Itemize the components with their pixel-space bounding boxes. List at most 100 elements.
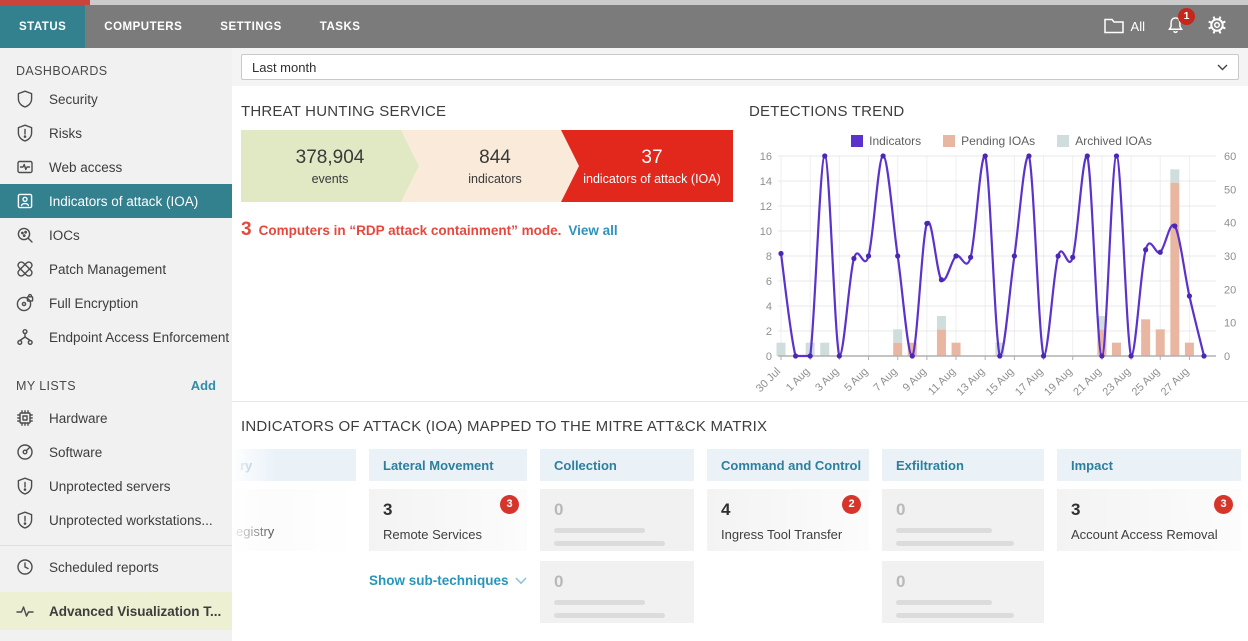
technique-name: Account Access Removal xyxy=(1071,527,1218,542)
nav-tab-status[interactable]: STATUS xyxy=(0,5,86,48)
sidebar-item-unprotected-workstations[interactable]: Unprotected workstations... xyxy=(0,503,232,537)
technique-badge: 3 xyxy=(1214,495,1233,514)
sidebar-item-iocs[interactable]: IOCs xyxy=(0,218,232,252)
threat-hunting-funnel: 378,904 events 844 indicators 37 indicat… xyxy=(241,130,733,202)
technique-count: 4 xyxy=(721,500,731,519)
empty-count: 0 xyxy=(896,572,906,591)
indicators-label: indicators xyxy=(468,171,522,186)
svg-text:5 Aug: 5 Aug xyxy=(842,366,870,394)
sidebar-item-web-access[interactable]: Web access xyxy=(0,150,232,184)
legend-label: Indicators xyxy=(869,134,922,148)
mitre-column-impact: Impact 3 Account Access Removal 3 xyxy=(1057,449,1241,623)
mitre-partial-cell[interactable]: egistry xyxy=(232,489,356,551)
detections-trend-panel: DETECTIONS TREND Indicators Pending IOAs A… xyxy=(735,86,1248,401)
sidebar-item-full-encryption[interactable]: Full Encryption xyxy=(0,286,232,320)
folder-filter[interactable]: All xyxy=(1103,16,1145,37)
nav-tabs: STATUS COMPUTERS SETTINGS TASKS xyxy=(0,5,1103,48)
empty-count: 0 xyxy=(554,572,564,591)
sidebar-item-unprotected-servers[interactable]: Unprotected servers xyxy=(0,469,232,503)
mitre-column-exfiltration: Exfiltration 0 0 xyxy=(882,449,1044,623)
technique-name: Remote Services xyxy=(383,527,482,542)
date-range-select[interactable]: Last month xyxy=(241,54,1239,80)
mitre-partial-header[interactable]: ry xyxy=(232,449,356,481)
chart-legend: Indicators Pending IOAs Archived IOAs xyxy=(749,134,1248,148)
svg-text:13 Aug: 13 Aug xyxy=(955,366,988,399)
mitre-technique-cell[interactable]: 4 Ingress Tool Transfer 2 xyxy=(707,489,869,551)
svg-text:4: 4 xyxy=(766,301,772,313)
funnel-indicators-segment[interactable]: 844 indicators xyxy=(401,130,579,202)
events-count: 378,904 xyxy=(295,146,365,168)
nav-tab-tasks[interactable]: TASKS xyxy=(319,20,361,33)
sidebar-item-security[interactable]: Security xyxy=(0,82,232,116)
mitre-column-header[interactable]: Exfiltration xyxy=(882,449,1044,481)
svg-text:0: 0 xyxy=(766,351,772,363)
date-range-value: Last month xyxy=(252,59,317,75)
svg-text:25 Aug: 25 Aug xyxy=(1130,366,1163,399)
mitre-columns: ry egistry Lateral Movement 3 Remote Servi… xyxy=(232,449,1248,623)
sidebar-item-risks[interactable]: Risks xyxy=(0,116,232,150)
mitre-column-header[interactable]: Lateral Movement xyxy=(369,449,527,481)
sidebar-item-software[interactable]: Software xyxy=(0,435,232,469)
sidebar-item-endpoint-access-enforcement[interactable]: Endpoint Access Enforcement xyxy=(0,320,232,354)
web-access-icon xyxy=(15,157,35,177)
svg-text:30: 30 xyxy=(1224,251,1236,263)
notifications-bell[interactable]: 1 xyxy=(1165,7,1195,39)
sidebar-item-label: Indicators of attack (IOA) xyxy=(49,193,199,209)
svg-text:9 Aug: 9 Aug xyxy=(901,366,929,394)
section-divider xyxy=(232,401,1248,402)
legend-item-indicators: Indicators xyxy=(851,134,921,148)
svg-text:6: 6 xyxy=(766,276,772,288)
svg-text:7 Aug: 7 Aug xyxy=(871,366,899,394)
skeleton-line xyxy=(896,528,993,533)
technique-count: 3 xyxy=(383,500,393,519)
svg-text:50: 50 xyxy=(1224,184,1236,196)
sidebar-item-indicators-of-attack-ioa[interactable]: Indicators of attack (IOA) xyxy=(0,184,232,218)
sidebar-item-advanced-visualization-t[interactable]: Advanced Visualization T... xyxy=(0,592,232,630)
sidebar-item-label: Risks xyxy=(49,125,82,141)
sidebar: DASHBOARDS Security Risks Web access Indica… xyxy=(0,48,232,641)
person-badge-icon xyxy=(15,191,35,211)
funnel-ioa-segment[interactable]: 37 indicators of attack (IOA) xyxy=(561,130,733,202)
shield-alert-icon xyxy=(15,510,35,530)
svg-text:21 Aug: 21 Aug xyxy=(1071,366,1104,399)
sidebar-item-label: Software xyxy=(49,444,103,460)
nav-tab-settings[interactable]: SETTINGS xyxy=(220,20,282,33)
svg-text:15 Aug: 15 Aug xyxy=(984,366,1017,399)
mitre-technique-cell[interactable]: 3 Account Access Removal 3 xyxy=(1057,489,1241,551)
skeleton-line xyxy=(554,613,665,618)
mitre-column-header[interactable]: Command and Control xyxy=(707,449,869,481)
nav-tab-computers[interactable]: COMPUTERS xyxy=(104,20,183,33)
skeleton-line xyxy=(896,613,1014,618)
mitre-technique-cell[interactable]: 3 Remote Services 3 xyxy=(369,489,527,551)
mitre-partial-technique: egistry xyxy=(236,524,275,539)
mitre-column-header[interactable]: Impact xyxy=(1057,449,1241,481)
view-all-link[interactable]: View all xyxy=(568,223,618,238)
sidebar-item-scheduled-reports[interactable]: Scheduled reports xyxy=(0,550,232,584)
legend-label: Pending IOAs xyxy=(961,134,1036,148)
show-sub-techniques-link[interactable]: Show sub-techniques xyxy=(369,561,527,623)
technique-badge: 2 xyxy=(842,495,861,514)
technique-name: Ingress Tool Transfer xyxy=(721,527,843,542)
sidebar-item-label: Endpoint Access Enforcement xyxy=(49,329,230,345)
network-nodes-icon xyxy=(15,327,35,347)
svg-text:11 Aug: 11 Aug xyxy=(926,366,958,398)
mitre-empty-cell: 0 xyxy=(540,561,694,623)
sidebar-footer-list: Scheduled reports Advanced Visualization … xyxy=(0,550,232,630)
ioa-count: 37 xyxy=(641,146,663,168)
sidebar-item-label: Web access xyxy=(49,159,123,175)
funnel-events-segment[interactable]: 378,904 events xyxy=(241,130,419,202)
mitre-column-header[interactable]: Collection xyxy=(540,449,694,481)
settings-gear[interactable] xyxy=(1206,14,1228,39)
chevron-down-icon xyxy=(1217,58,1228,76)
svg-text:3 Aug: 3 Aug xyxy=(813,366,841,394)
sidebar-item-label: Security xyxy=(49,91,98,107)
legend-item-pending-ioas: Pending IOAs xyxy=(943,134,1035,148)
detections-trend-chart: 0 2 4 6 8 10 12 14 16 0 10 20 30 40 50 60 30 Jul 1 Aug 3 A… xyxy=(754,151,1236,399)
sidebar-divider xyxy=(0,545,232,546)
mitre-empty-cell: 0 xyxy=(882,561,1044,623)
svg-text:12: 12 xyxy=(760,201,772,213)
mylists-add-link[interactable]: Add xyxy=(190,378,216,393)
skeleton-line xyxy=(554,528,645,533)
sidebar-item-hardware[interactable]: Hardware xyxy=(0,401,232,435)
sidebar-item-patch-management[interactable]: Patch Management xyxy=(0,252,232,286)
